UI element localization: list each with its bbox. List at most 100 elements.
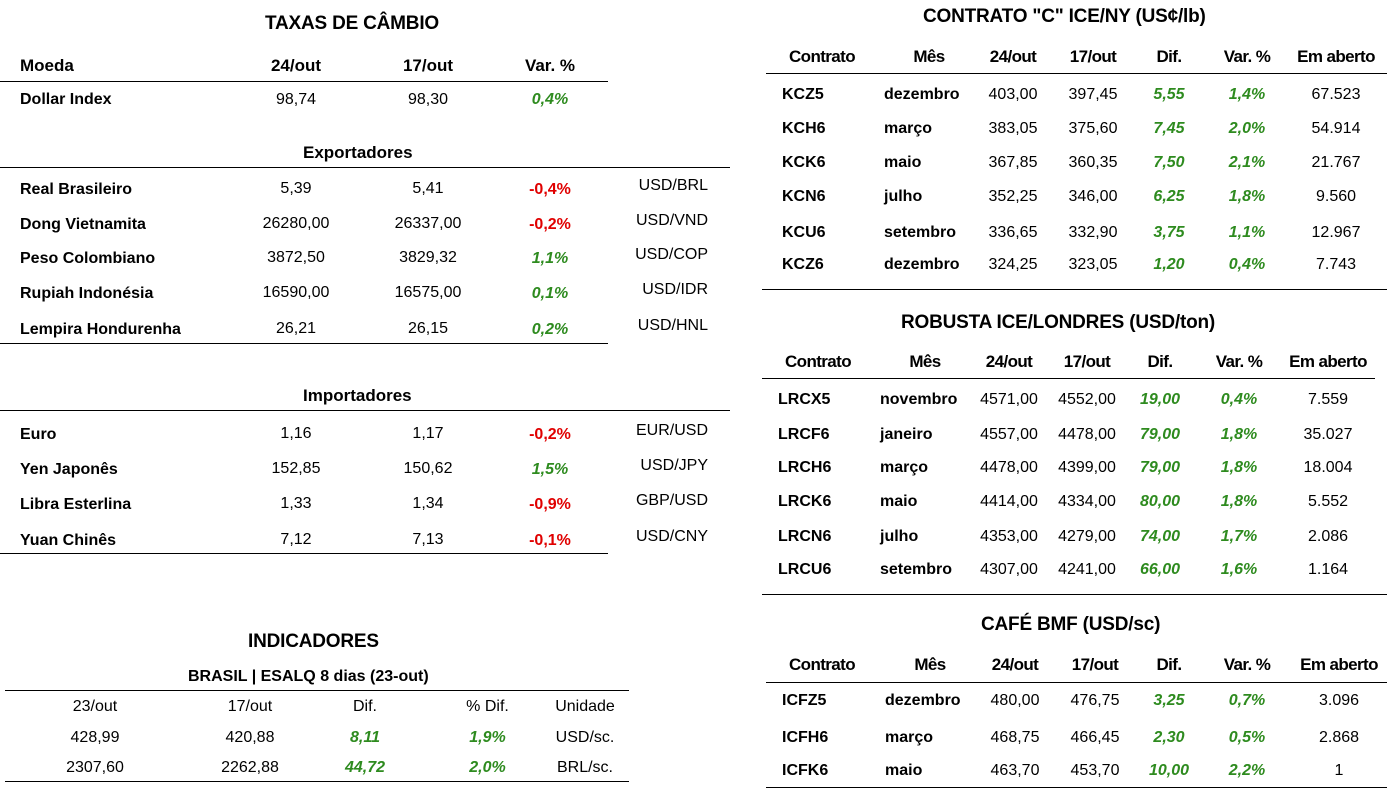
bmf-open-interest: 3.096 — [1318, 692, 1360, 709]
ice_ny-contract-month: março — [884, 120, 933, 137]
robusta-price-date2: 4399,00 — [1058, 459, 1116, 476]
ice_ny-contract-month: setembro — [884, 224, 957, 241]
ice_ny-price-dif: 6,25 — [1153, 188, 1185, 205]
ice_ny-price-dif: 3,75 — [1153, 224, 1185, 241]
importers-title: Importadores — [303, 386, 412, 405]
robusta-header-var: Var. % — [1215, 352, 1263, 371]
ice_ny-contract-code: KCH6 — [782, 120, 826, 137]
currency-value-date1: 16590,00 — [262, 284, 330, 301]
robusta-contract-month: setembro — [880, 561, 953, 578]
bmf-price-date2: 466,45 — [1070, 729, 1120, 746]
robusta-contract-code: LRCX5 — [778, 391, 831, 408]
currency-name: Rupiah Indonésia — [20, 285, 154, 302]
robusta-price-date1: 4478,00 — [980, 459, 1038, 476]
currency-value-date1: 152,85 — [271, 460, 321, 477]
ice_ny-contract-code: KCK6 — [782, 154, 826, 171]
fx-header-rule — [0, 81, 608, 82]
ice_ny-contract-code: KCZ5 — [782, 86, 824, 103]
robusta-price-dif: 66,00 — [1139, 561, 1181, 578]
currency-value-date1: 1,33 — [280, 495, 312, 512]
robusta-contract-code: LRCN6 — [778, 528, 832, 545]
ind-header-pct: % Dif. — [466, 698, 509, 715]
ice_ny-price-date2: 332,90 — [1068, 224, 1118, 241]
exporters-title: Exportadores — [303, 143, 413, 162]
indicator-pct-dif: 2,0% — [469, 759, 506, 776]
ice_ny-header-date2: 17/out — [1069, 47, 1117, 66]
ice_ny-contract-code: KCZ6 — [782, 256, 824, 273]
indicator-unit: BRL/sc. — [556, 759, 613, 776]
currency-value-date1: 7,12 — [280, 531, 312, 548]
bmf-contract-month: dezembro — [885, 692, 961, 709]
ice-ny-bottom-rule — [762, 289, 1387, 290]
bmf-price-dif: 10,00 — [1148, 762, 1190, 779]
currency-value-date2: 16575,00 — [394, 284, 462, 301]
ind-header-unit: Unidade — [555, 698, 615, 715]
importers-bottom-rule — [0, 553, 608, 554]
robusta-header-dif: Dif. — [1147, 352, 1174, 371]
robusta-price-date2: 4552,00 — [1058, 391, 1116, 408]
ice_ny-price-date1: 324,25 — [988, 256, 1038, 273]
dollar-index-var: 0,4% — [531, 91, 569, 108]
ice_ny-price-var: 1,4% — [1228, 86, 1266, 103]
bmf-header-mes: Mês — [914, 655, 946, 674]
indicators-title: INDICADORES — [248, 631, 379, 652]
robusta-contract-code: LRCF6 — [778, 426, 830, 443]
bmf-price-date1: 463,70 — [990, 762, 1040, 779]
robusta-price-var: 1,7% — [1220, 528, 1258, 545]
ice_ny-price-date2: 360,35 — [1068, 154, 1118, 171]
robusta-price-date1: 4353,00 — [980, 528, 1038, 545]
currency-variation: -0,4% — [529, 181, 571, 198]
currency-value-date2: 1,34 — [412, 495, 444, 512]
robusta-contract-code: LRCU6 — [778, 561, 832, 578]
currency-value-date2: 7,13 — [412, 531, 444, 548]
fx-header-moeda: Moeda — [20, 56, 74, 75]
currency-pair: USD/HNL — [637, 317, 708, 334]
fx-header-var: Var. % — [524, 56, 576, 75]
currency-variation: -0,2% — [529, 216, 571, 233]
robusta-price-date1: 4557,00 — [980, 426, 1038, 443]
currency-pair: USD/JPY — [640, 457, 708, 474]
bmf-price-var: 0,7% — [1228, 692, 1266, 709]
exporters-rule — [0, 167, 730, 168]
robusta-bottom-rule — [762, 594, 1387, 595]
robusta-open-interest: 1.164 — [1307, 561, 1349, 578]
robusta-contract-month: julho — [880, 528, 919, 545]
currency-variation: 0,1% — [531, 285, 569, 302]
currency-value-date2: 26337,00 — [394, 215, 462, 232]
robusta-price-dif: 79,00 — [1139, 426, 1181, 443]
robusta-price-var: 1,8% — [1220, 493, 1258, 510]
dollar-index-v1: 98,74 — [275, 91, 317, 108]
ice_ny-contract-code: KCU6 — [782, 224, 826, 241]
ice_ny-price-date1: 367,85 — [988, 154, 1038, 171]
indicators-subtitle: BRASIL | ESALQ 8 dias (23-out) — [188, 668, 429, 685]
indicator-dif: 8,11 — [350, 729, 380, 746]
robusta-price-date2: 4334,00 — [1058, 493, 1116, 510]
ice_ny-price-date1: 336,65 — [988, 224, 1038, 241]
robusta-title: ROBUSTA ICE/LONDRES (USD/ton) — [901, 312, 1216, 333]
ice_ny-contract-month: maio — [884, 154, 922, 171]
ice_ny-price-var: 1,8% — [1228, 188, 1266, 205]
currency-value-date2: 26,15 — [407, 320, 449, 337]
bmf-header-dif: Dif. — [1156, 655, 1183, 674]
ice_ny-price-date2: 397,45 — [1068, 86, 1118, 103]
currency-value-date1: 1,16 — [280, 425, 312, 442]
bmf-open-interest: 1 — [1334, 762, 1344, 779]
currency-name: Peso Colombiano — [20, 250, 156, 267]
robusta-price-date1: 4307,00 — [980, 561, 1038, 578]
currency-variation: 1,1% — [531, 250, 569, 267]
importers-rule — [0, 410, 730, 411]
bmf-contract-code: ICFK6 — [782, 762, 829, 779]
currency-variation: -0,2% — [529, 426, 571, 443]
ice_ny-price-date2: 346,00 — [1068, 188, 1118, 205]
bmf-price-date1: 468,75 — [990, 729, 1040, 746]
robusta-header-mes: Mês — [909, 352, 941, 371]
robusta-open-interest: 18.004 — [1303, 459, 1353, 476]
fx-title: TAXAS DE CÂMBIO — [265, 13, 439, 34]
ice_ny-open-interest: 54.914 — [1311, 120, 1361, 137]
bmf-price-var: 2,2% — [1228, 762, 1266, 779]
bmf-header-contrato: Contrato — [788, 655, 856, 674]
dollar-index-v2: 98,30 — [407, 91, 449, 108]
fx-header-date2: 17/out — [402, 56, 454, 75]
bmf-header-var: Var. % — [1223, 655, 1271, 674]
dollar-index-label: Dollar Index — [20, 91, 112, 108]
